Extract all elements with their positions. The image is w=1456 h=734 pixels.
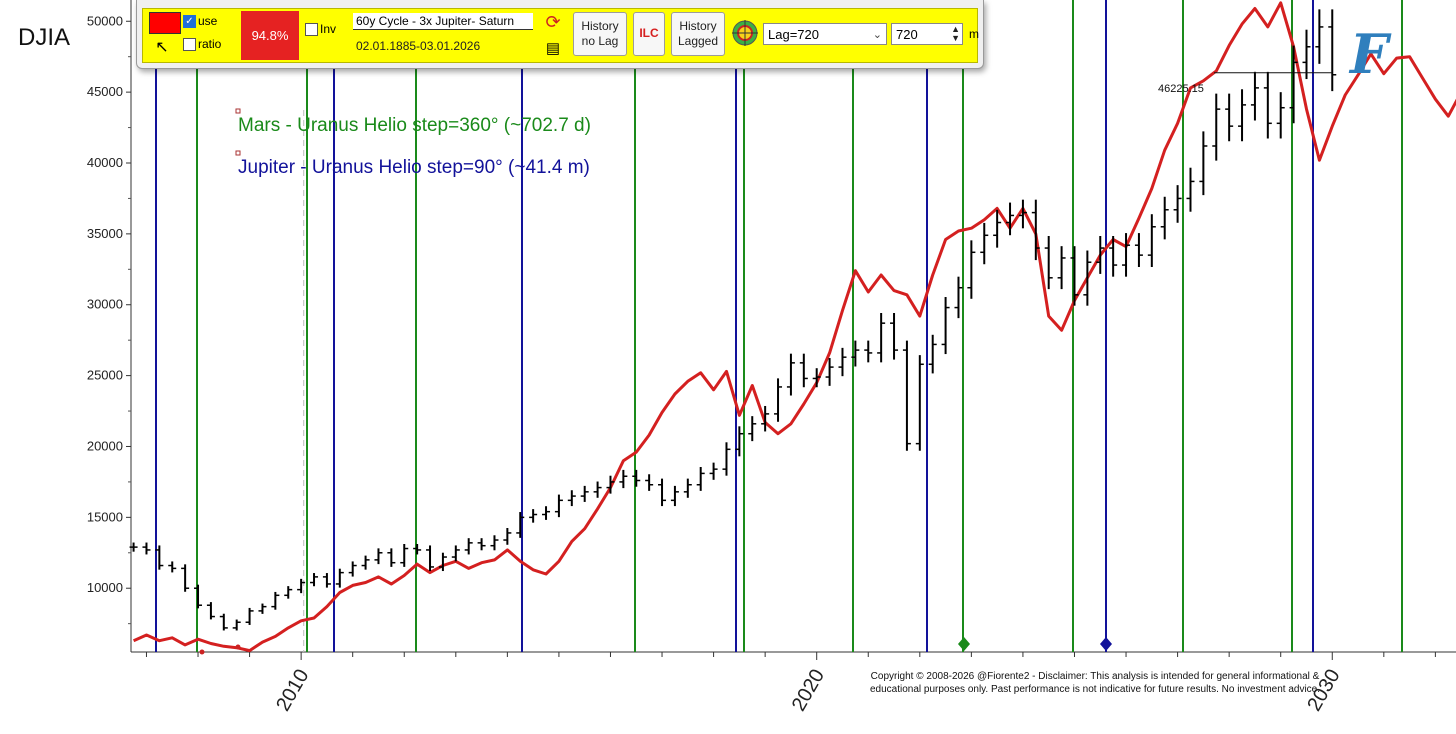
y-tick-label: 25000	[87, 368, 123, 383]
copyright-notice: Copyright © 2008-2026 @Fiorente2 - Discl…	[800, 670, 1390, 696]
baseline-dot	[199, 649, 205, 655]
refresh-icon[interactable]: ⟳	[545, 12, 561, 32]
ratio-label: ratio	[198, 37, 222, 51]
y-tick-label: 45000	[87, 84, 123, 99]
lag-unit-label: m	[969, 27, 979, 41]
history-lagged-button[interactable]: History Lagged	[671, 12, 725, 56]
mars-uranus-annotation: Mars - Uranus Helio step=360° (~702.7 d)	[238, 115, 591, 136]
date-range-label: 02.01.1885-03.01.2026	[356, 39, 481, 53]
y-tick-label: 20000	[87, 438, 123, 453]
color-swatch-button[interactable]	[149, 12, 181, 34]
y-tick-label: 15000	[87, 509, 123, 524]
ratio-checkbox[interactable]: ratio	[183, 37, 222, 52]
green-marker	[958, 637, 970, 651]
symbol-label: DJIA	[18, 24, 71, 51]
blue-marker	[1100, 637, 1112, 651]
copyright-line-2: educational purposes only. Past performa…	[869, 684, 1321, 695]
copyright-line-1: Copyright © 2008-2026 @Fiorente2 - Discl…	[870, 671, 1320, 682]
lag-select-value: Lag=720	[768, 27, 819, 42]
y-tick-label: 35000	[87, 226, 123, 241]
save-icon[interactable]: ▤	[545, 40, 561, 57]
annotation-handle	[235, 150, 241, 156]
history-lagged-line1: History	[679, 19, 717, 33]
use-check-icon[interactable]: ✓	[183, 15, 196, 29]
jupiter-uranus-annotation: Jupiter - Uranus Helio step=90° (~41.4 m…	[238, 157, 590, 178]
y-tick-label: 50000	[87, 13, 123, 28]
projection-line	[132, 1, 1456, 653]
lag-spinner-value: 720	[896, 27, 918, 42]
inv-check-icon[interactable]	[305, 23, 318, 37]
last-value-label: 46225.15	[1158, 83, 1204, 95]
use-checkbox[interactable]: ✓ use	[183, 14, 218, 29]
y-tick-label: 40000	[87, 155, 123, 170]
match-percent-badge: 94.8%	[241, 11, 299, 60]
ilc-button[interactable]: ILC	[633, 12, 665, 56]
inv-checkbox[interactable]: Inv	[305, 22, 337, 37]
inv-label: Inv	[320, 22, 337, 36]
history-no-lag-line1: History	[581, 19, 619, 33]
annotation-handle	[235, 108, 241, 114]
logo-icon: F	[1350, 22, 1389, 86]
cycle-name-input[interactable]: 60y Cycle - 3x Jupiter- Saturn	[353, 13, 533, 30]
spinner-arrows-icon[interactable]: ▲ ▼	[951, 24, 960, 43]
baseline-dot	[235, 644, 241, 650]
lag-spinner[interactable]: 720 ▲ ▼	[891, 23, 963, 45]
history-lagged-line2: Lagged	[677, 34, 719, 48]
chevron-down-icon[interactable]: ⌄	[872, 29, 882, 41]
x-tick-label: 2010	[272, 666, 313, 716]
y-tick-label: 10000	[87, 580, 123, 595]
history-no-lag-button[interactable]: History no Lag	[573, 12, 627, 56]
history-no-lag-line2: no Lag	[581, 34, 619, 48]
use-label: use	[198, 14, 218, 28]
lag-select[interactable]: Lag=720 ⌄	[763, 23, 887, 45]
pointer-icon[interactable]: ↖	[155, 39, 169, 56]
y-tick-label: 30000	[87, 297, 123, 312]
target-icon[interactable]	[731, 19, 759, 47]
ratio-check-icon[interactable]	[183, 38, 196, 52]
toolbar-panel: ↖ ✓ use ratio 94.8% Inv 60y Cycle - 3x Ju…	[142, 8, 979, 63]
cycle-toolbar: ↖ ✓ use ratio 94.8% Inv 60y Cycle - 3x Ju…	[136, 0, 984, 69]
